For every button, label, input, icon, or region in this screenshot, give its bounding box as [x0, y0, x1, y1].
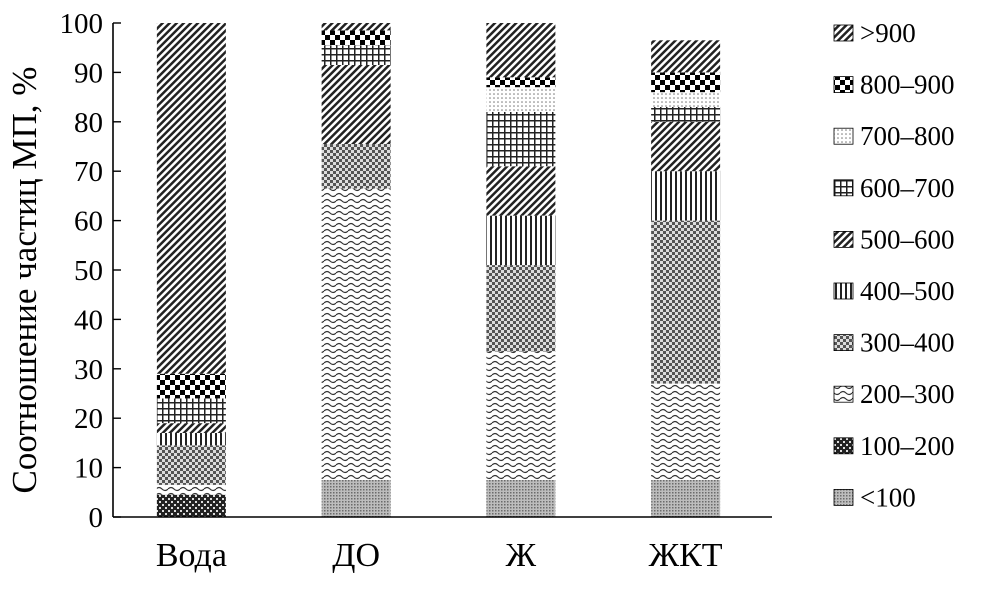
bar-segment [156, 398, 226, 424]
bar-segment [486, 166, 556, 216]
y-tick-label: 40 [74, 304, 103, 336]
bar-segment [651, 40, 721, 73]
bar-segment [651, 92, 721, 107]
legend-swatch [833, 334, 854, 352]
y-tick-label: 100 [60, 8, 104, 40]
bar-segment [321, 45, 391, 65]
bar-segment [486, 479, 556, 517]
legend-label: 300–400 [860, 328, 955, 358]
bar-segment [156, 484, 226, 495]
bar-segment [486, 87, 556, 112]
bar-segment [651, 383, 721, 480]
bar-segment [321, 64, 391, 145]
legend-label: <100 [860, 482, 916, 512]
y-tick-label: 0 [89, 502, 104, 534]
y-tick-label: 60 [74, 206, 103, 238]
legend-label: 100–200 [860, 431, 955, 461]
y-tick-labels: 0 10 20 30 40 50 60 70 80 90 100 [60, 8, 104, 534]
axes [112, 22, 772, 518]
legend-swatch [833, 179, 854, 197]
bar-segment [156, 423, 226, 434]
y-tick-label: 90 [74, 57, 103, 89]
x-category-labels: Вода ДО Ж ЖКТ [156, 537, 723, 574]
legend-label: 700–800 [860, 121, 955, 151]
bar-segment [486, 23, 556, 78]
bar-segment [651, 72, 721, 93]
y-axis-title: Соотношение частиц МП, % [5, 67, 44, 494]
bar-segment [321, 479, 391, 517]
legend-swatch [833, 76, 854, 93]
bar-stacks [156, 23, 721, 517]
x-category-label: ЖКТ [649, 537, 723, 574]
bar-segment [486, 77, 556, 88]
bar-segment [156, 23, 226, 374]
bar-segment [156, 433, 226, 446]
bar-segment [651, 479, 721, 517]
legend-label: >900 [860, 18, 916, 48]
bar-segment [651, 220, 721, 384]
legend-label: 400–500 [860, 276, 955, 306]
x-category-label: Вода [156, 537, 227, 574]
x-category-label: ДО [332, 537, 380, 574]
y-tick-label: 30 [74, 354, 103, 386]
legend-label: 200–300 [860, 379, 955, 409]
legend-swatch [833, 24, 854, 42]
legend-swatch [833, 488, 854, 506]
legend-swatch [833, 230, 854, 248]
legend-swatch [833, 385, 854, 403]
legend-label: 500–600 [860, 224, 955, 254]
legend-swatch [833, 127, 854, 145]
bar-segment [651, 171, 721, 221]
y-tick-label: 10 [74, 453, 103, 485]
y-tick-label: 80 [74, 107, 103, 139]
legend-swatch [833, 437, 854, 455]
y-tick-label: 70 [74, 156, 103, 188]
y-tick-label: 20 [74, 403, 103, 435]
bar-segment [486, 215, 556, 266]
bar-segment [651, 121, 721, 172]
legend-swatch [833, 282, 854, 300]
x-category-label: Ж [506, 537, 537, 574]
y-tick-label: 50 [74, 255, 103, 287]
bar-segment [321, 188, 391, 480]
legend: >900 800–900 700–800 600–700 500–600 400–500 3… [833, 18, 955, 512]
bar-segment [321, 30, 391, 46]
legend-label: 600–700 [860, 173, 955, 203]
bar-segment [321, 144, 391, 189]
legend-label: 800–900 [860, 70, 955, 100]
bar-segment [156, 373, 226, 399]
bar-segment [486, 265, 556, 352]
bar-segment [486, 111, 556, 167]
bar-segment [156, 494, 226, 517]
bar-segment [321, 23, 391, 31]
bar-segment [651, 106, 721, 122]
bar-segment [156, 445, 226, 485]
bar-segment [486, 351, 556, 480]
